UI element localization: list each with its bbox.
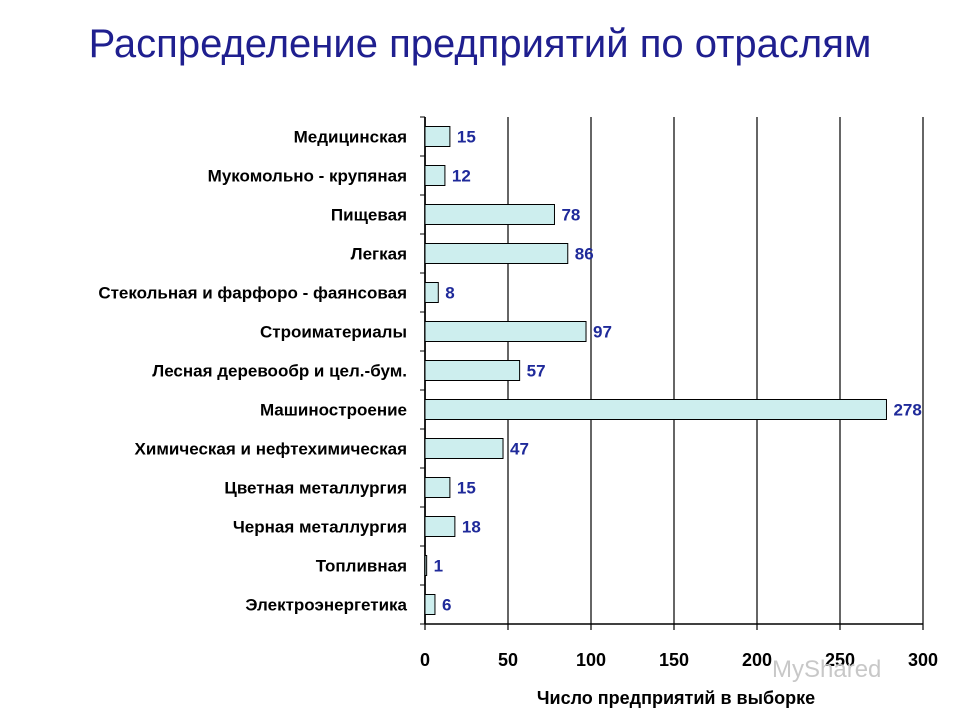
category-label: Мукомольно - крупяная	[208, 167, 407, 186]
bar	[424, 126, 451, 147]
data-label: 18	[462, 518, 481, 537]
x-tick-label: 300	[908, 650, 938, 670]
bar	[424, 360, 521, 381]
category-label: Стекольная и фарфоро - фаянсовая	[98, 284, 407, 303]
x-axis-title: Число предприятий в выборке	[537, 688, 815, 708]
data-label: 12	[452, 167, 471, 186]
data-label: 15	[457, 479, 476, 498]
x-tick-label: 250	[825, 650, 855, 670]
bar	[424, 204, 555, 225]
category-label: Машиностроение	[260, 401, 407, 420]
bar	[424, 282, 439, 303]
x-tick-label: 100	[576, 650, 606, 670]
category-label: Химическая и нефтехимическая	[135, 440, 407, 459]
data-label: 97	[593, 323, 612, 342]
category-label: Электроэнергетика	[245, 596, 407, 615]
category-label: Лесная деревообр и цел.-бум.	[152, 362, 407, 381]
category-label: Легкая	[351, 245, 407, 264]
data-label: 278	[893, 401, 921, 420]
x-tick-label: 150	[659, 650, 689, 670]
bar	[424, 165, 446, 186]
bar	[424, 438, 504, 459]
data-label: 78	[561, 206, 580, 225]
bar	[424, 477, 451, 498]
x-tick-labels: 0 50 100 150 200 250 300	[420, 650, 938, 670]
bar	[424, 516, 456, 537]
slide-title: Распределение предприятий по отраслям	[88, 22, 872, 66]
value-labels: 15 12 78 86 8 97 57 278 47 15 18 1 6	[434, 128, 922, 615]
bar	[424, 243, 569, 264]
category-label: Топливная	[316, 557, 407, 576]
x-tick-label: 200	[742, 650, 772, 670]
category-label: Строиматериалы	[260, 323, 407, 342]
bars	[424, 126, 887, 615]
x-tick-label: 50	[498, 650, 518, 670]
data-label: 8	[445, 284, 454, 303]
category-label: Медицинская	[294, 128, 407, 147]
category-label: Черная металлургия	[233, 518, 407, 537]
data-label: 47	[510, 440, 529, 459]
data-label: 57	[527, 362, 546, 381]
data-label: 1	[434, 557, 443, 576]
x-tick-label: 0	[420, 650, 430, 670]
category-label: Цветная металлургия	[224, 479, 407, 498]
bar	[424, 594, 436, 615]
data-label: 6	[442, 596, 451, 615]
bar	[424, 399, 887, 420]
watermark: MyShared	[772, 656, 882, 683]
category-label: Пищевая	[331, 206, 407, 225]
bar	[424, 321, 587, 342]
category-labels: Медицинская Мукомольно - крупяная Пищевая Л…	[98, 128, 407, 615]
data-label: 86	[575, 245, 594, 264]
bar	[424, 555, 428, 576]
data-label: 15	[457, 128, 476, 147]
